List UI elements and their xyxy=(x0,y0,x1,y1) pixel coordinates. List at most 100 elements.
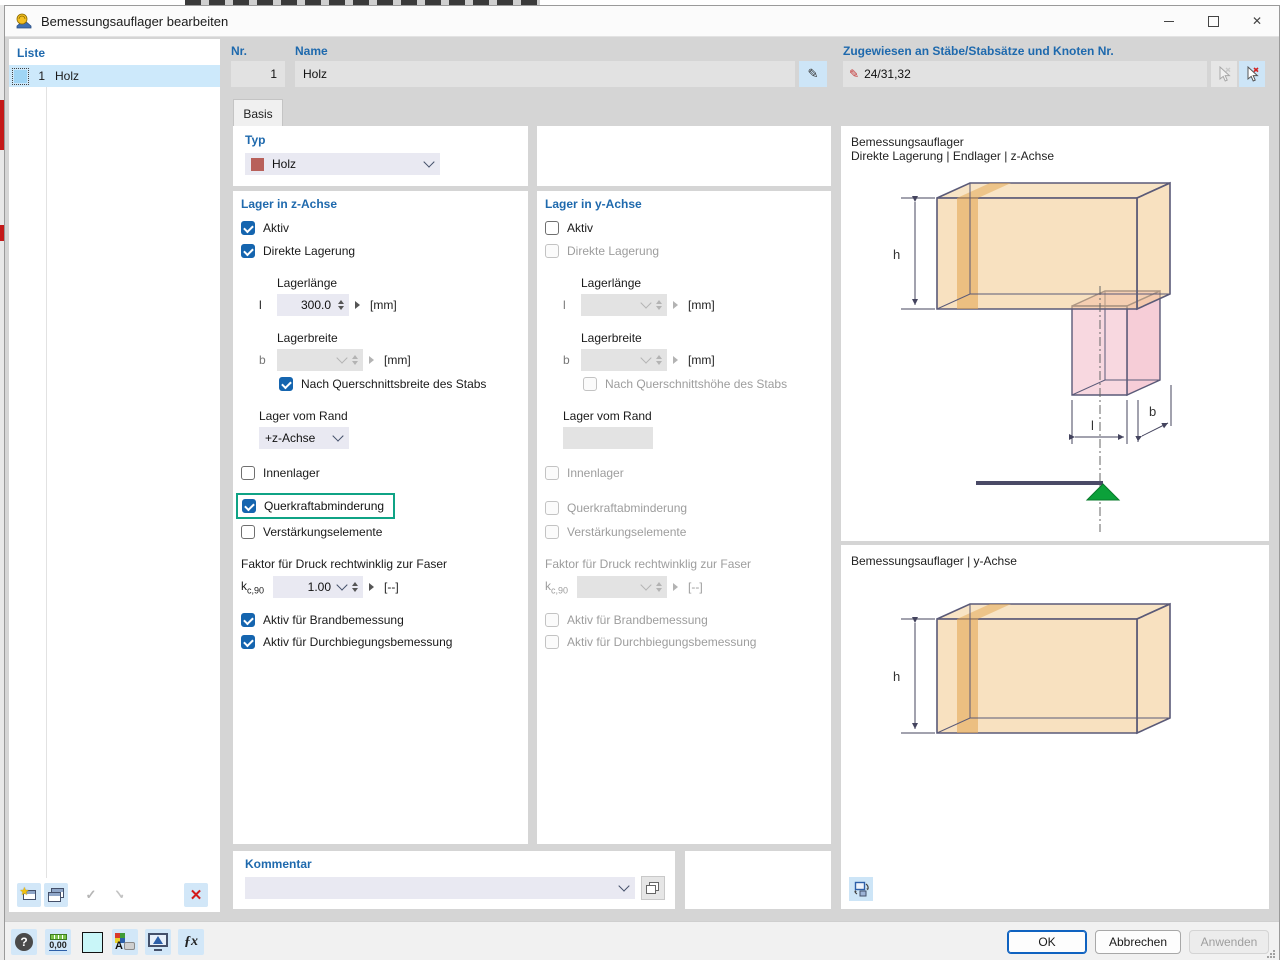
checkbox[interactable] xyxy=(241,244,255,258)
dimension-b-label: b xyxy=(1149,404,1156,419)
edit-name-button[interactable]: ✎ xyxy=(799,61,827,87)
checkbox-row-aktiv-y[interactable]: Aktiv xyxy=(545,221,593,235)
unit-mm: [mm] xyxy=(384,353,411,367)
chevron-down-icon[interactable] xyxy=(336,579,348,591)
lagerlaenge-input-z[interactable]: 300.0 xyxy=(277,294,349,316)
ok-button[interactable]: OK xyxy=(1007,930,1087,954)
support-y-section: Lager in y-Achse Aktiv Direkte Lagerung … xyxy=(537,191,831,844)
checkbox[interactable] xyxy=(241,635,255,649)
chevron-down-icon xyxy=(640,579,652,591)
checkbox-label: Querkraftabminderung xyxy=(264,499,385,513)
list-item-number: 1 xyxy=(38,69,45,83)
comment-input[interactable] xyxy=(245,877,635,899)
chevron-down-icon xyxy=(618,880,630,892)
delete-entry-button[interactable]: ✕ xyxy=(184,883,208,907)
detail-arrow-icon xyxy=(369,356,374,364)
spinner-arrows[interactable] xyxy=(335,300,346,310)
checkbox-row-innenlager-z[interactable]: Innenlager xyxy=(241,466,320,480)
detail-arrow-icon[interactable] xyxy=(369,583,375,591)
close-icon: ✕ xyxy=(1251,14,1263,28)
querkraftabminderung-highlight[interactable]: Querkraftabminderung xyxy=(236,493,396,519)
tab-basis[interactable]: Basis xyxy=(233,99,283,127)
list-grid-line xyxy=(46,65,47,878)
checkbox[interactable] xyxy=(241,221,255,235)
title-bar[interactable]: Bemessungsauflager bearbeiten ✕ xyxy=(5,6,1279,37)
dimension-l-label: l xyxy=(1091,418,1094,433)
checkbox[interactable] xyxy=(241,613,255,627)
copy-entry-button[interactable] xyxy=(44,883,68,907)
assigned-field[interactable]: ✎ 24/31,32 xyxy=(843,61,1207,87)
units-settings-button[interactable]: 0,00 xyxy=(45,929,71,955)
checkbox-label: Aktiv xyxy=(567,221,594,235)
cancel-button[interactable]: Abbrechen xyxy=(1095,930,1181,954)
b-symbol: b xyxy=(259,353,266,367)
lager-vom-rand-dropdown-z[interactable]: +z-Achse xyxy=(259,427,349,449)
checkbox-row-aktiv-z[interactable]: Aktiv xyxy=(241,221,289,235)
checkbox-row-durchbiegungsbemessung-z[interactable]: Aktiv für Durchbiegungsbemessung xyxy=(241,635,452,649)
checkbox xyxy=(545,635,559,649)
spinner-arrows[interactable] xyxy=(349,582,360,592)
detail-arrow-icon[interactable] xyxy=(355,301,360,309)
new-window-icon: ★ xyxy=(20,886,36,900)
background-text-fragment xyxy=(185,0,540,5)
lagerlaenge-row-y: l [mm] xyxy=(563,294,715,316)
comment-label: Kommentar xyxy=(245,857,312,871)
red-pencil-icon: ✎ xyxy=(849,67,860,81)
checkbox-label: Querkraftabminderung xyxy=(567,501,688,515)
checkbox-label: Innenlager xyxy=(567,466,624,480)
minimize-button[interactable] xyxy=(1147,6,1191,36)
maximize-button[interactable] xyxy=(1191,6,1235,36)
screen-settings-button[interactable] xyxy=(145,929,171,955)
rotate-view-icon xyxy=(853,881,869,896)
section-header-y: Lager in y-Achse xyxy=(545,197,642,211)
checkbox-row-verstaerkungselemente-z[interactable]: Verstärkungselemente xyxy=(241,525,382,539)
fx-icon: ƒx xyxy=(184,934,198,949)
help-icon: ? xyxy=(15,933,33,951)
checkbox-row-brandbemessung-z[interactable]: Aktiv für Brandbemessung xyxy=(241,613,404,627)
checkbox-row-direkte-lagerung-z[interactable]: Direkte Lagerung xyxy=(241,244,355,258)
display-settings-button[interactable]: A xyxy=(112,929,138,955)
typ-dropdown[interactable]: Holz xyxy=(245,153,440,175)
window-title: Bemessungsauflager bearbeiten xyxy=(41,13,229,29)
background-red-fragment xyxy=(0,100,4,150)
list-item-holz[interactable]: 1 Holz xyxy=(9,65,220,87)
deselect-objects-button[interactable] xyxy=(1239,61,1265,87)
dimension-h-label: h xyxy=(893,247,900,262)
assigned-label: Zugewiesen an Stäbe/Stabsätze und Knoten… xyxy=(843,44,1114,58)
support-diagram-y: h xyxy=(893,602,1171,735)
checkbox-row-nach-querschnittsbreite[interactable]: Nach Querschnittsbreite des Stabs xyxy=(279,377,486,391)
checkbox[interactable] xyxy=(241,525,255,539)
checkbox-label: Aktiv für Brandbemessung xyxy=(263,613,404,627)
rotate-view-button[interactable] xyxy=(849,877,873,901)
typ-label: Typ xyxy=(245,133,266,147)
monitor-icon xyxy=(148,933,168,951)
star-icon: ★ xyxy=(19,886,30,898)
close-button[interactable]: ✕ xyxy=(1235,6,1279,36)
nr-field: 1 xyxy=(231,61,285,87)
checkbox-label: Aktiv xyxy=(263,221,290,235)
list-item-color-swatch[interactable] xyxy=(12,67,29,85)
checkbox-row-durchbiegungsbemessung-y: Aktiv für Durchbiegungsbemessung xyxy=(545,635,756,649)
checkbox-label: Nach Querschnittsbreite des Stabs xyxy=(301,377,487,391)
checkbox-label: Direkte Lagerung xyxy=(263,244,356,258)
spinner-arrows xyxy=(653,355,664,365)
spinner-arrows xyxy=(349,355,360,365)
window-controls: ✕ xyxy=(1147,6,1279,36)
new-entry-button[interactable]: ★ xyxy=(17,883,41,907)
faktor-input-y xyxy=(577,576,668,598)
checkbox xyxy=(545,466,559,480)
color-scheme-button[interactable] xyxy=(79,929,105,955)
checkbox[interactable] xyxy=(279,377,293,391)
formula-button[interactable]: ƒx xyxy=(178,929,204,955)
resize-grip[interactable] xyxy=(1266,949,1276,959)
faktor-input-z[interactable]: 1.00 xyxy=(273,576,364,598)
name-field[interactable]: Holz xyxy=(295,61,795,87)
checkbox[interactable] xyxy=(545,221,559,235)
checkbox[interactable] xyxy=(242,499,256,513)
comment-copy-button[interactable] xyxy=(641,876,665,900)
chevron-down-icon xyxy=(423,156,435,168)
maximize-icon xyxy=(1207,15,1219,27)
help-button[interactable]: ? xyxy=(11,929,37,955)
checkbox[interactable] xyxy=(241,466,255,480)
design-support-icon xyxy=(16,13,32,29)
